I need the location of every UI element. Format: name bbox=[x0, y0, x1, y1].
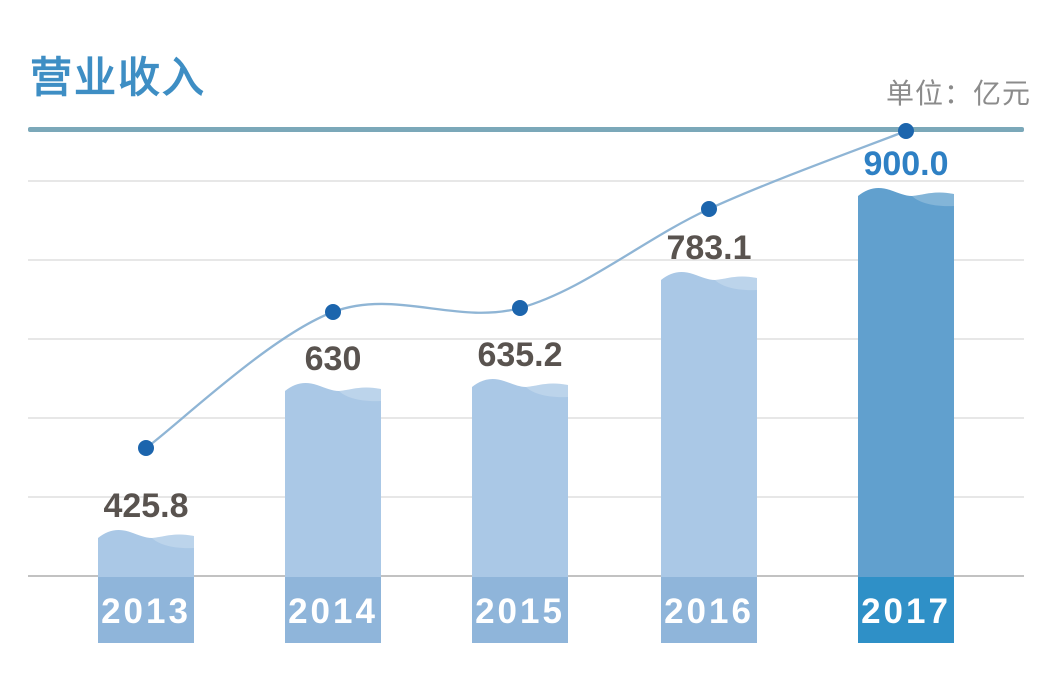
bar-base-2013 bbox=[98, 577, 194, 643]
data-point-2014 bbox=[325, 304, 341, 320]
category-label-2014: 2014 bbox=[288, 592, 378, 631]
category-label-2016: 2016 bbox=[664, 592, 754, 631]
chart-title: 营业收入 bbox=[30, 54, 207, 101]
unit-label: 单位：亿元 bbox=[885, 78, 1031, 109]
bar-wave-highlight-2016 bbox=[715, 276, 757, 291]
category-label-2013: 2013 bbox=[101, 592, 191, 631]
value-label-2013: 425.8 bbox=[103, 487, 188, 525]
bar-2016 bbox=[661, 272, 757, 643]
bar-base-2015 bbox=[472, 577, 568, 643]
category-label-2015: 2015 bbox=[475, 592, 565, 631]
bar-wave-highlight-2017 bbox=[912, 192, 954, 207]
bar-wave-highlight-2013 bbox=[152, 534, 194, 549]
data-point-2016 bbox=[701, 201, 717, 217]
value-label-2015: 635.2 bbox=[477, 336, 562, 374]
bar-wave-highlight-2015 bbox=[526, 383, 568, 398]
title-underline bbox=[28, 127, 1024, 132]
category-label-2017: 2017 bbox=[861, 592, 951, 631]
bar-base-2016 bbox=[661, 577, 757, 643]
data-point-2015 bbox=[512, 300, 528, 316]
value-label-2016: 783.1 bbox=[666, 229, 751, 267]
bar-base-2014 bbox=[285, 577, 381, 643]
value-label-2017: 900.0 bbox=[863, 145, 948, 183]
bar-base-2017 bbox=[858, 577, 954, 643]
value-label-2014: 630 bbox=[305, 340, 362, 378]
bar-2017 bbox=[858, 188, 954, 643]
bar-wave-highlight-2014 bbox=[339, 387, 381, 402]
data-point-2013 bbox=[138, 440, 154, 456]
data-point-2017 bbox=[898, 123, 914, 139]
